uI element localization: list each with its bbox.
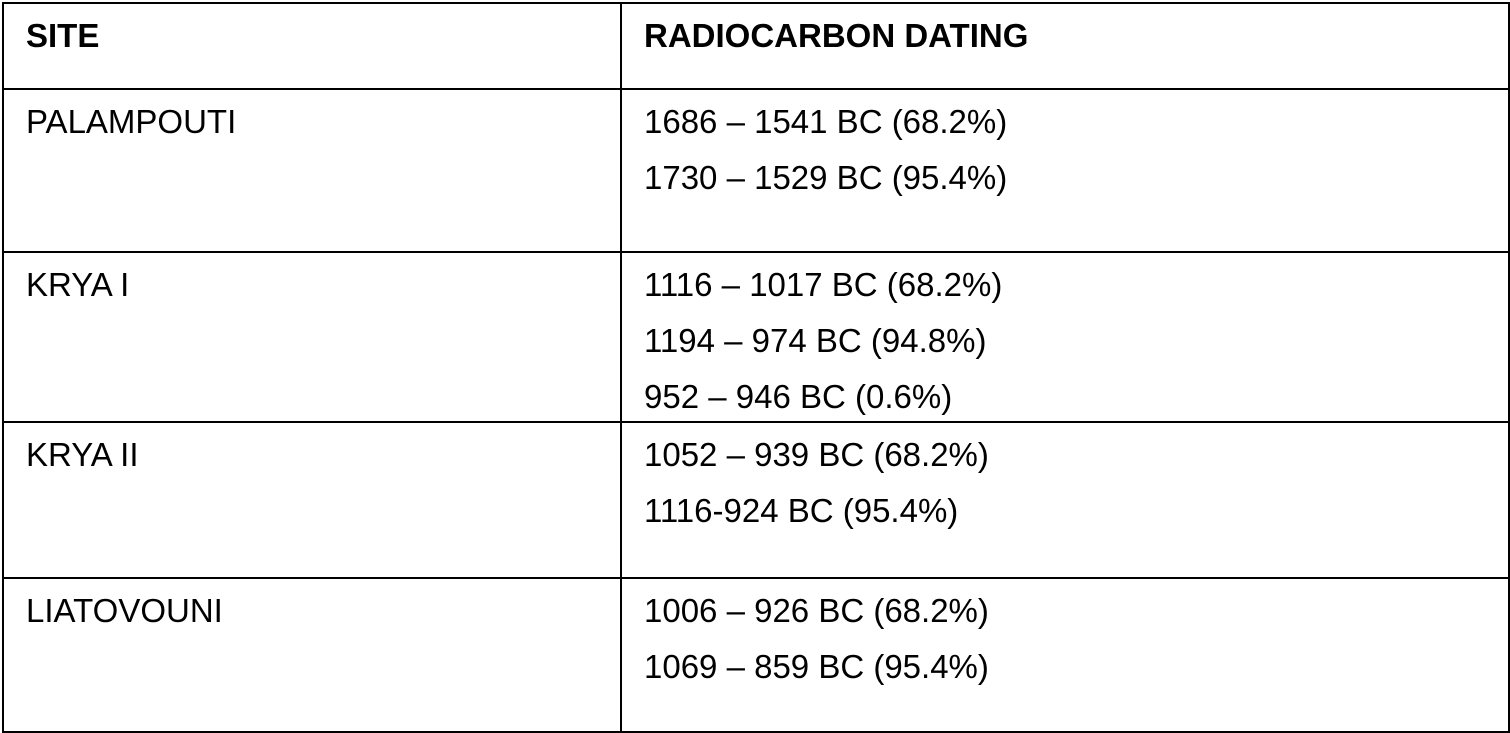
table-cell: 1052 – 939 BC (68.2%) 1116-924 BC (95.4%) bbox=[620, 421, 1510, 579]
date-range: 952 – 946 BC (0.6%) bbox=[644, 378, 953, 415]
date-range: 1730 – 1529 BC (95.4%) bbox=[644, 159, 1008, 196]
date-range: 1069 – 859 BC (95.4%) bbox=[644, 648, 989, 685]
site-name: PALAMPOUTI bbox=[26, 103, 237, 140]
table-cell: 1686 – 1541 BC (68.2%) 1730 – 1529 BC (95… bbox=[620, 88, 1510, 253]
site-name: KRYA II bbox=[26, 436, 139, 473]
table-cell: RADIOCARBON DATING bbox=[620, 2, 1510, 90]
date-range: 1116-924 BC (95.4%) bbox=[644, 492, 959, 529]
date-range: 1006 – 926 BC (68.2%) bbox=[644, 592, 989, 629]
table-cell: SITE bbox=[2, 2, 622, 90]
table-cell: KRYA I bbox=[2, 251, 622, 423]
table-cell: 1116 – 1017 BC (68.2%) 1194 – 974 BC (94.… bbox=[620, 251, 1510, 423]
table-cell: 1006 – 926 BC (68.2%) 1069 – 859 BC (95.4… bbox=[620, 577, 1510, 733]
header-cell: RADIOCARBON DATING bbox=[644, 17, 1029, 54]
date-range: 1116 – 1017 BC (68.2%) bbox=[644, 266, 1003, 303]
date-range: 1052 – 939 BC (68.2%) bbox=[644, 436, 989, 473]
table-cell: PALAMPOUTI bbox=[2, 88, 622, 253]
site-name: KRYA I bbox=[26, 266, 130, 303]
header-cell: SITE bbox=[26, 17, 100, 54]
date-range: 1686 – 1541 BC (68.2%) bbox=[644, 103, 1008, 140]
date-range: 1194 – 974 BC (94.8%) bbox=[644, 322, 987, 359]
table-cell: LIATOVOUNI bbox=[2, 577, 622, 733]
site-name: LIATOVOUNI bbox=[26, 592, 223, 629]
table-cell: KRYA II bbox=[2, 421, 622, 579]
